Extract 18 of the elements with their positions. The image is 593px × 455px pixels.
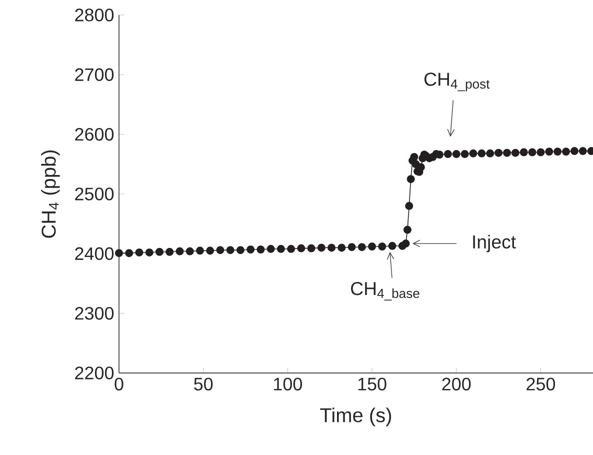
x-tick-label: 0 bbox=[114, 378, 124, 390]
y-tick-label: 2700 bbox=[75, 68, 114, 82]
y-tick-label: 2600 bbox=[75, 128, 114, 141]
x-tick-label: 200 bbox=[442, 378, 471, 390]
y-tick-label: 2500 bbox=[75, 188, 114, 200]
annotation: Inject bbox=[473, 234, 516, 252]
x-tick-label: 150 bbox=[358, 378, 386, 390]
x-tick-label: 50 bbox=[194, 378, 213, 390]
annotation: CH$_{4_post}$ bbox=[424, 72, 490, 92]
x-tick-label: 250 bbox=[526, 378, 556, 390]
y-tick-label: 2300 bbox=[75, 306, 114, 320]
y-axis-title: CH$_{4}$ (ppb) bbox=[41, 150, 60, 238]
y-tick-label: 2800 bbox=[75, 8, 114, 22]
y-tick-label: 2200 bbox=[75, 366, 114, 380]
y-tick-label: 2400 bbox=[75, 247, 114, 260]
x-tick-label: 100 bbox=[274, 378, 302, 390]
x-axis-title: Time (s) bbox=[320, 408, 392, 426]
annotation: CH$_{4_base}$ bbox=[351, 282, 420, 300]
